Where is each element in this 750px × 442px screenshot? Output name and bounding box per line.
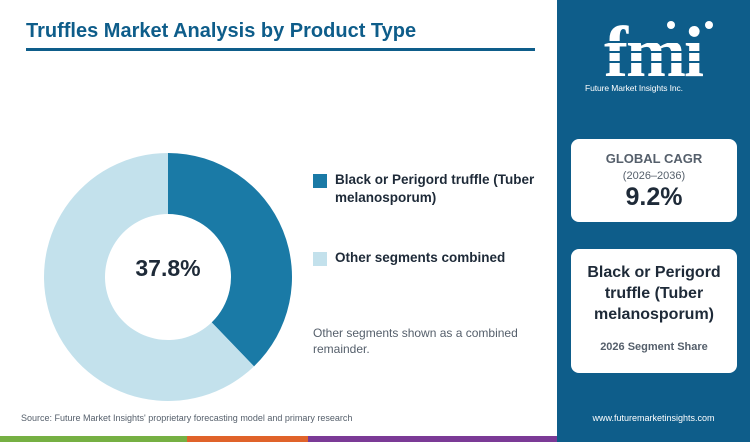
segment-card: Black or Perigord truffle (Tuber melanos…	[571, 249, 737, 373]
website-url: www.futuremarketinsights.com	[592, 413, 715, 423]
fmi-logo: fmi	[585, 12, 721, 92]
bottom-bar-green	[0, 436, 187, 442]
cagr-title: GLOBAL CAGR	[605, 151, 703, 166]
legend-label: Other segments combined	[335, 250, 506, 265]
legend-item-other-segments: Other segments combined	[313, 249, 535, 267]
chart-title: Truffles Market Analysis by Product Type	[26, 20, 417, 42]
logo-tagline: Future Market Insights Inc.	[585, 83, 683, 93]
bottom-bar-orange	[187, 436, 308, 442]
legend-label: Black or Perigord truffle (Tuber melanos…	[335, 172, 535, 205]
source-text: Source: Future Market Insights' propriet…	[21, 413, 353, 423]
legend-item-black-truffle: Black or Perigord truffle (Tuber melanos…	[313, 171, 535, 207]
segment-share-label: 2026 Segment Share	[600, 341, 708, 353]
donut-slice-black-truffle	[168, 153, 292, 367]
donut-center-value: 37.8%	[135, 255, 201, 281]
donut-chart	[43, 153, 292, 401]
cagr-period: (2026–2036)	[622, 170, 686, 182]
donut-slice-other-segments	[43, 153, 255, 401]
chart-panel: Truffles Market Analysis by Product Type…	[0, 20, 557, 442]
cagr-card: GLOBAL CAGR (2026–2036) 9.2%	[571, 139, 737, 222]
cagr-value: 9.2%	[625, 183, 683, 211]
legend-swatch	[313, 252, 327, 266]
chart-note: Other segments shown as a combined remai…	[313, 326, 518, 356]
legend-swatch	[313, 174, 327, 188]
segment-name: Black or Perigord truffle (Tuber melanos…	[587, 264, 721, 323]
bottom-bar-purple	[308, 436, 557, 442]
title-underline	[26, 48, 535, 51]
bottom-color-bar	[0, 436, 557, 442]
